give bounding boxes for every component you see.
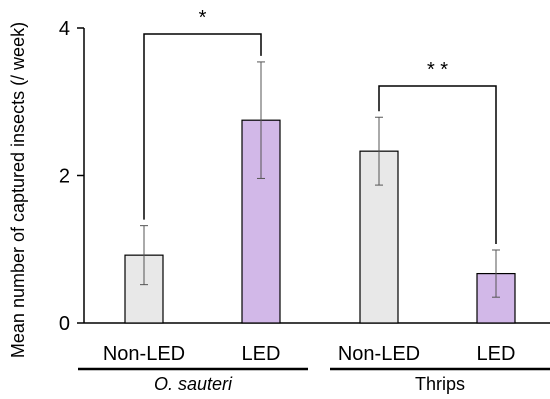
significance-bracket <box>378 85 497 244</box>
category-labels: Non-LED LED Non-LED LED <box>103 343 516 365</box>
significance-bracket <box>143 33 262 220</box>
error-bars <box>140 61 500 298</box>
group-label: O. sauteri <box>154 374 233 394</box>
significance-marker: * <box>199 7 207 29</box>
y-axis-label: Mean number of captured insects (/ week) <box>8 22 28 358</box>
significance-brackets: * * * <box>143 7 497 244</box>
category-label: LED <box>477 343 516 365</box>
category-label: Non-LED <box>103 343 185 365</box>
significance-marker: * * <box>427 59 448 81</box>
group-label: Thrips <box>415 374 465 394</box>
y-tick-label: 0 <box>59 313 70 335</box>
group-labels: O. sauteri Thrips <box>78 367 550 394</box>
category-label: Non-LED <box>338 343 420 365</box>
bar <box>241 119 281 324</box>
category-label: LED <box>242 343 281 365</box>
y-tick-label: 4 <box>59 18 70 40</box>
y-ticks: 0 2 4 <box>59 18 84 335</box>
bars <box>124 119 516 324</box>
y-tick-label: 2 <box>59 166 70 188</box>
